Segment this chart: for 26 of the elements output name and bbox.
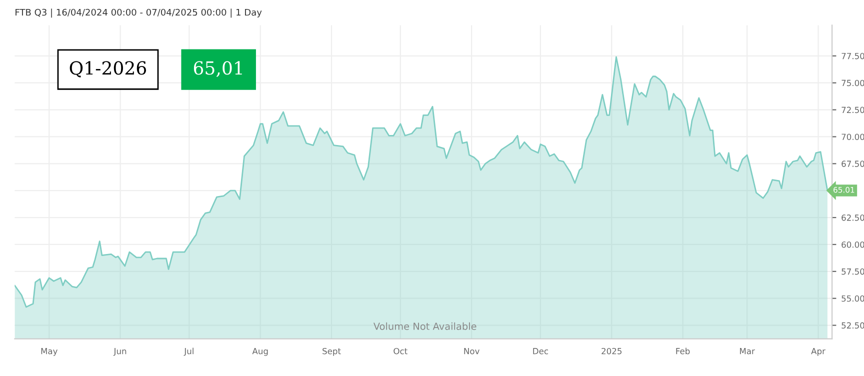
y-tick-label: 67.50	[842, 160, 864, 167]
y-tick-label: 72.50	[842, 106, 864, 114]
x-tick-label: Jul	[184, 348, 194, 356]
x-tick-label: Mar	[740, 348, 755, 354]
x-tick-label: Aug	[252, 348, 268, 356]
chart-title: FTB Q3 | 16/04/2024 00:00 - 07/04/2025 00:00 | 1 Day	[16, 8, 262, 18]
y-tick-label: 77.50	[842, 52, 864, 60]
x-tick-label: Sept	[322, 348, 341, 356]
annotation: 65,01	[194, 61, 242, 77]
y-tick-label: 52.50	[842, 322, 864, 329]
x-tick-label: Jun	[113, 348, 126, 356]
y-tick-label: 57.50	[842, 268, 864, 275]
y-tick-label: 60.00	[842, 241, 864, 248]
x-tick-label: May	[41, 348, 58, 356]
y-tick-label: 75.00	[842, 80, 864, 86]
y-tick-label: 55.00	[842, 295, 864, 302]
x-tick-label: 2025	[602, 348, 622, 354]
annotation: Volume Not Available	[373, 322, 476, 330]
x-tick-label: Oct	[394, 348, 408, 354]
x-tick-label: Apr	[811, 348, 826, 356]
annotation: Q1-2026	[70, 61, 146, 78]
y-tick-label: 70.00	[842, 134, 864, 140]
x-tick-label: Feb	[676, 348, 690, 354]
x-tick-label: Dec	[533, 348, 548, 354]
y-tick-label: 62.50	[842, 214, 864, 221]
x-tick-label: Nov	[464, 348, 480, 354]
